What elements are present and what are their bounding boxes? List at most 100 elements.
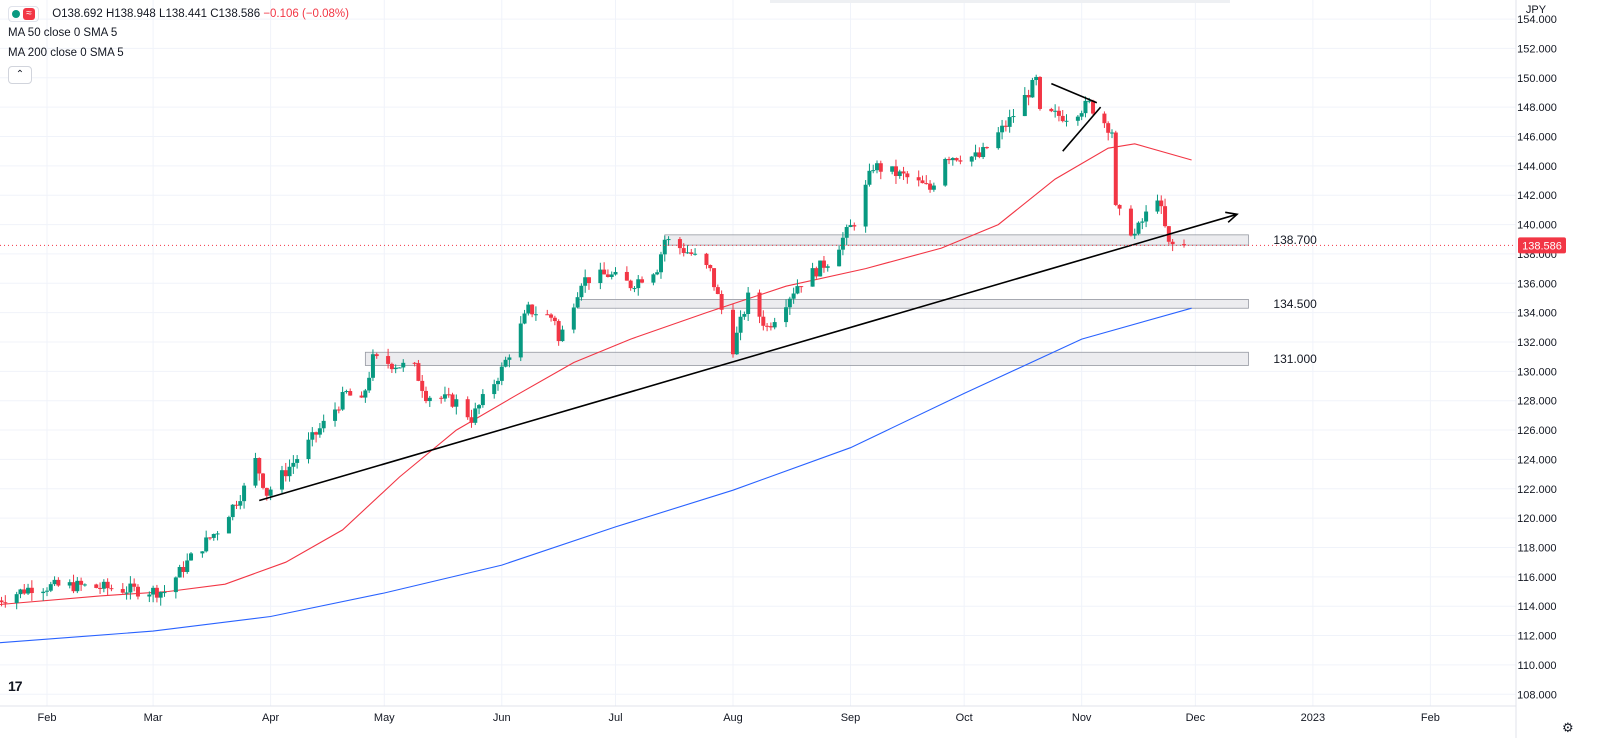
candle-body — [920, 180, 925, 184]
top-scrollbar[interactable] — [770, 0, 1230, 3]
price-tick-label: 114.000 — [1518, 601, 1557, 613]
price-tick-label: 134.000 — [1517, 308, 1557, 320]
candle-body — [746, 292, 751, 315]
candle-body — [359, 395, 364, 398]
candle-body — [1026, 94, 1031, 98]
ma200-legend[interactable]: MA 200 close 0 SMA 5 — [8, 47, 124, 59]
candle-body — [1037, 76, 1042, 109]
price-tick-label: 120.000 — [1517, 513, 1557, 525]
candle-body — [1117, 204, 1122, 209]
price-tick-label: 108.000 — [1517, 689, 1557, 701]
candle-body — [772, 322, 777, 328]
price-tick-label: 146.000 — [1517, 132, 1557, 144]
candle-body — [757, 292, 762, 317]
time-tick-label: Sep — [841, 712, 861, 724]
candle-body — [253, 458, 258, 486]
price-axis-bg — [1516, 0, 1600, 738]
zone-rect[interactable] — [364, 351, 1249, 366]
candle-body — [799, 286, 804, 288]
candle-body — [154, 587, 159, 598]
price-tick-label: 128.000 — [1517, 396, 1557, 408]
candle-body — [1000, 125, 1005, 133]
candle-body — [336, 409, 341, 411]
candle-body — [954, 158, 959, 161]
time-tick-label: Nov — [1072, 712, 1092, 724]
ma-line[interactable] — [0, 143, 1192, 606]
candle-body — [875, 163, 880, 171]
candle-body — [666, 239, 671, 241]
circle-dot-icon — [12, 10, 20, 18]
candle-body — [287, 466, 292, 477]
candle-body — [230, 504, 235, 518]
candle-body — [518, 323, 523, 358]
candle-body — [730, 309, 735, 355]
candle-body — [226, 517, 231, 534]
candle-body — [787, 298, 792, 308]
candle-body — [135, 586, 140, 597]
candle-body — [14, 594, 19, 603]
candle-body — [636, 279, 641, 289]
gear-icon[interactable]: ⚙ — [1562, 720, 1574, 735]
ma-line[interactable] — [0, 307, 1192, 644]
candle-body — [943, 158, 948, 186]
time-tick-label: Feb — [38, 712, 57, 724]
candle-body — [1132, 233, 1137, 236]
candle-body — [681, 248, 686, 253]
candle-body — [693, 253, 698, 255]
price-tick-label: 122.000 — [1517, 484, 1557, 496]
candle-body — [128, 583, 133, 593]
candle-body — [386, 356, 391, 364]
time-axis[interactable]: Feb Mar Apr May Jun Jul Aug Sep Oct Nov Dec 2023 Feb — [0, 705, 1516, 724]
price-tick-label: 118.000 — [1518, 542, 1557, 554]
candle-body — [640, 279, 645, 283]
candle-body — [26, 587, 31, 594]
chevron-up-icon[interactable]: ⌃ — [8, 66, 32, 84]
candle-body — [708, 265, 713, 269]
price-tick-label: 126.000 — [1517, 425, 1557, 437]
candle-body — [598, 269, 603, 284]
currency-label: JPY — [1526, 4, 1547, 16]
candle-body — [931, 185, 936, 190]
candle-body — [628, 280, 633, 289]
trendline[interactable] — [1051, 82, 1098, 104]
price-tick-label: 148.000 — [1517, 102, 1557, 114]
candle-body — [761, 316, 766, 326]
candle-body — [442, 394, 447, 399]
candle-body — [677, 239, 682, 249]
candle-body — [173, 577, 178, 593]
candle-body — [916, 177, 921, 181]
candle-body — [1106, 123, 1111, 133]
candle-body — [480, 394, 485, 406]
trendline[interactable] — [1062, 106, 1102, 152]
candle-body — [530, 304, 535, 315]
candle-body — [374, 354, 379, 357]
candle-body — [109, 588, 114, 590]
price-tick-label: 144.000 — [1517, 161, 1557, 173]
candle-body — [507, 357, 512, 360]
ma50-legend[interactable]: MA 50 close 0 SMA 5 — [8, 27, 118, 39]
candle-body — [950, 158, 955, 161]
candle-body — [715, 287, 720, 295]
time-tick-label: Apr — [262, 712, 279, 724]
candle-body — [712, 268, 717, 288]
candle-body — [1091, 100, 1096, 114]
support-zones: 138.700 134.500 131.000 — [364, 233, 1317, 366]
legend-pill[interactable]: ≈ — [8, 6, 39, 22]
zone-rect[interactable] — [577, 299, 1249, 309]
price-tick-label: 110.000 — [1518, 660, 1557, 672]
candle-body — [924, 183, 929, 185]
candle-body — [439, 397, 444, 399]
candle-body — [848, 225, 853, 228]
candle-body — [238, 501, 243, 506]
candle-body — [814, 268, 819, 277]
candle-body — [821, 260, 826, 268]
candle-body — [1140, 221, 1145, 223]
trendline[interactable] — [259, 213, 1238, 502]
open-value: 138.692 — [61, 8, 103, 21]
candle-body — [469, 417, 474, 423]
candle-body — [1182, 244, 1186, 246]
candle-body — [552, 317, 557, 322]
candle-body — [1163, 206, 1168, 227]
